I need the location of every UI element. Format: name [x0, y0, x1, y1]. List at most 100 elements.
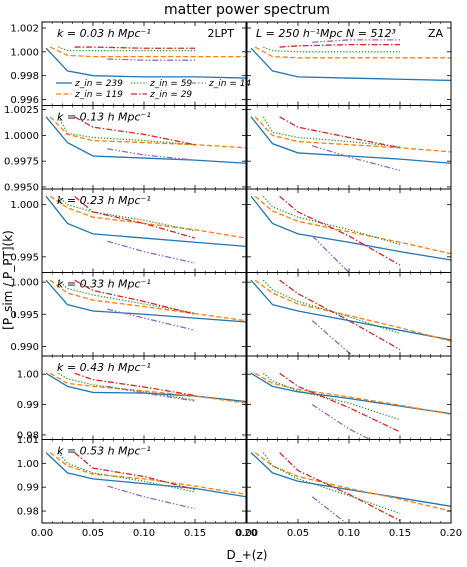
series-line-4 [74, 279, 196, 315]
panel-row2-left: 0.9950 0.9975 1.0000 1.0025 k = 0.13 h Mpc⁻¹ [4, 105, 247, 193]
series-line-5 [311, 320, 355, 356]
series-line-2 [49, 279, 246, 322]
series-line-1 [250, 372, 451, 415]
panel-frame [246, 188, 452, 273]
legend-label-4: z_in = 29 [149, 90, 192, 100]
figure-title: matter power spectrum [164, 2, 330, 18]
series-line-4 [279, 116, 401, 149]
series-line-3 [262, 372, 401, 421]
series-line-5 [107, 485, 196, 510]
series-line-1 [250, 47, 451, 82]
legend-label-3: z_in = 59 [149, 79, 192, 89]
x-tick-label: 0.15 [184, 528, 206, 539]
y-tick-label: 1.000 [10, 47, 39, 58]
panel-row3-right [246, 188, 452, 273]
y-tick-label: 0.98 [17, 507, 39, 518]
x-tick-label: 0.00 [236, 528, 258, 539]
legend-label-5: z_in = 14 [208, 79, 251, 89]
series-line-1 [45, 452, 246, 498]
series-line-5 [311, 404, 372, 440]
k-label: k = 0.23 h Mpc⁻¹ [57, 194, 151, 207]
series-line-5 [311, 235, 351, 273]
y-tick-label: 0.9975 [4, 157, 39, 168]
series-line-5 [311, 496, 347, 523]
x-axis-label: D_+(z) [227, 548, 268, 562]
y-tick-label: 0.995 [10, 252, 39, 263]
series-line-4 [279, 44, 400, 48]
x-tick-label: 0.05 [287, 528, 309, 539]
y-tick-label: 0.998 [10, 71, 39, 82]
right-info-label: L = 250 h⁻¹Mpc N = 512³ [256, 27, 396, 40]
series-line-5 [312, 39, 400, 43]
y-tick-label: 0.995 [10, 310, 39, 321]
series-line-5 [312, 145, 401, 172]
series-line-3 [57, 452, 196, 493]
left-method-label: 2LPT [208, 27, 235, 40]
series-line-4 [74, 116, 196, 146]
x-tick-label: 0.10 [338, 528, 360, 539]
panel-frame [246, 272, 452, 357]
x-tick-label: 0.10 [133, 528, 155, 539]
panel-frame [246, 355, 452, 440]
y-tick-label: 0.99 [17, 483, 39, 494]
series-line-2 [49, 46, 246, 58]
k-label: k = 0.13 h Mpc⁻¹ [57, 111, 151, 124]
series-line-2 [49, 372, 246, 404]
panel-grid: 0.996 0.998 1.000 1.002 k = 0.03 h Mpc⁻¹ 0.99… [4, 21, 462, 539]
panel-row2-right [246, 105, 452, 190]
series-line-5 [107, 58, 195, 61]
series-line-2 [254, 116, 451, 153]
series-line-3 [262, 279, 401, 335]
series-line-1 [45, 116, 246, 164]
y-tick-label: 1.0000 [4, 131, 39, 142]
series-line-3 [262, 452, 401, 515]
panel-row3-left: 0.995 1.000 k = 0.23 h Mpc⁻¹ [10, 188, 247, 273]
series-line-4 [74, 46, 195, 49]
y-axis-label: [P_sim / P_PT](k) [1, 230, 15, 330]
right-method-label: ZA [428, 27, 444, 40]
k-label: k = 0.33 h Mpc⁻¹ [57, 278, 151, 291]
series-line-5 [107, 240, 196, 264]
k-label: k = 0.53 h Mpc⁻¹ [57, 445, 151, 458]
series-line-3 [57, 372, 196, 401]
legend-label-1: z_in = 239 [74, 79, 123, 89]
series-line-2 [254, 372, 451, 415]
series-line-4 [279, 452, 401, 522]
x-tick-label: 0.00 [31, 528, 53, 539]
series-line-3 [58, 46, 195, 52]
series-line-4 [74, 372, 196, 397]
panel-frame [246, 105, 452, 190]
panel-row4-right [246, 272, 452, 357]
y-tick-label: 1.0025 [4, 105, 39, 116]
series-line-5 [107, 308, 196, 331]
series-line-3 [262, 116, 401, 148]
x-tick-label: 0.20 [235, 528, 257, 539]
series-line-2 [254, 46, 451, 59]
series-line-2 [254, 195, 451, 255]
series-line-4 [279, 372, 401, 433]
panel-row5-left: 0.98 0.99 1.00 k = 0.43 h Mpc⁻¹ [17, 355, 247, 441]
y-tick-label: 1.002 [10, 23, 39, 34]
series-line-1 [250, 116, 451, 164]
series-line-5 [107, 385, 196, 402]
series-line-1 [250, 279, 451, 341]
x-tick-label: 0.20 [440, 528, 462, 539]
series-line-1 [45, 195, 246, 248]
series-line-4 [279, 279, 401, 351]
series-line-1 [45, 372, 246, 403]
series-line-2 [254, 279, 451, 342]
series-line-5 [107, 148, 196, 161]
series-line-3 [263, 46, 400, 53]
y-tick-label: 1.000 [10, 278, 39, 289]
y-tick-label: 0.990 [10, 342, 39, 353]
y-tick-label: 0.98 [17, 430, 39, 441]
series-line-1 [45, 47, 246, 79]
y-tick-label: 1.00 [17, 459, 39, 470]
series-line-4 [74, 452, 196, 491]
series-line-4 [74, 195, 196, 239]
series-line-2 [49, 452, 246, 496]
y-tick-label: 1.01 [17, 435, 39, 446]
series-line-3 [262, 195, 401, 245]
